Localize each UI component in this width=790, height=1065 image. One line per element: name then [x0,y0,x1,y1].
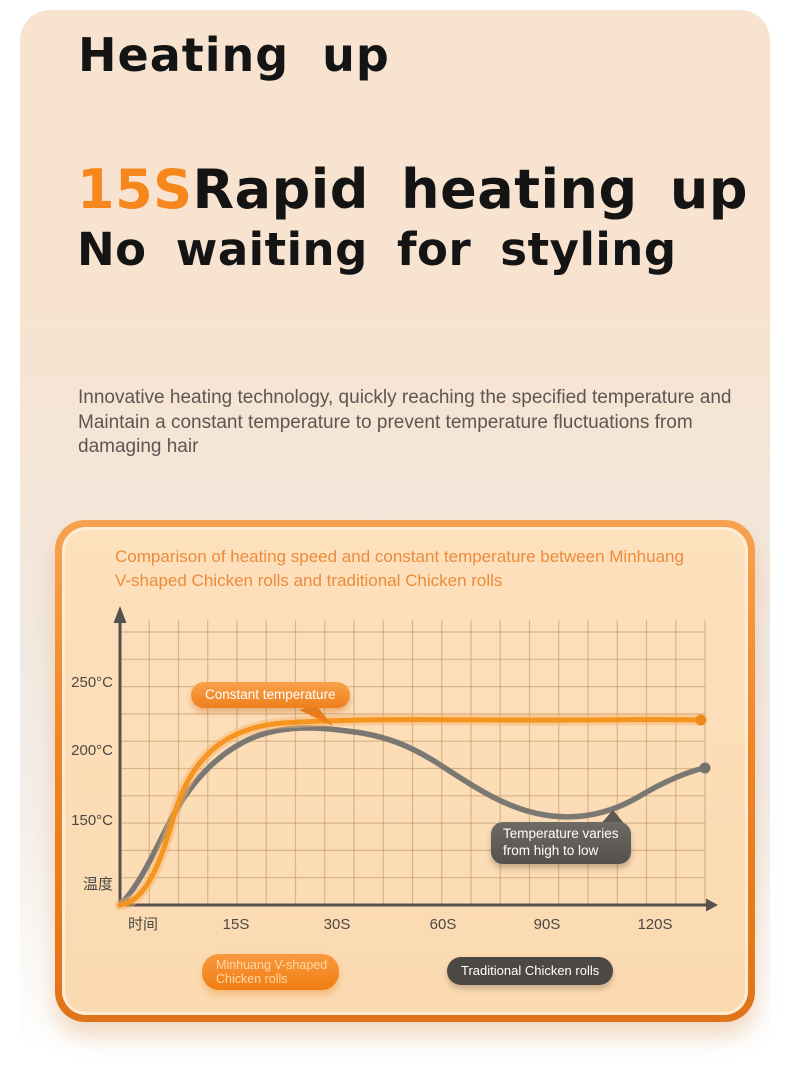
x-tick-15s: 15S [223,916,250,933]
x-tick-120s: 120S [637,916,672,933]
y-tick-250: 250°C [71,674,113,691]
y-tick-200: 200°C [71,742,113,759]
annotation-varies-line: from high to low [503,842,599,858]
headline-highlight: 15S [77,158,193,221]
description-line: damaging hair [78,436,199,457]
chart-card: Comparison of heating speed and constant… [55,520,755,1022]
headline-text: Rapid heating up [192,158,749,221]
y-axis-arrow-icon [113,606,127,623]
legend-traditional-pill: Traditional Chicken rolls [447,957,614,985]
page-title: Heating up [78,28,390,82]
x-tick-90s: 90S [534,916,561,933]
chart-card-background [62,527,748,1015]
y-tick-150: 150°C [71,812,113,829]
description: Innovative heating technology, quickly r… [78,386,738,460]
x-tick-30s: 30S [324,916,351,933]
annotation-constant-temperature: Constant temperature [191,682,350,708]
legend-minhuang-pill: Minhuang V-shaped Chicken rolls [202,954,340,990]
y-axis-label-temperature: 温度 [83,876,113,893]
chart-grid [120,620,706,905]
chart-title-line: V-shaped Chicken rolls and traditional C… [115,571,503,590]
minhuang-endpoint-dot [695,714,707,726]
content-panel: Heating up 15SRapid heating up No waitin… [20,10,770,1055]
legend-minhuang-line: Minhuang V-shaped [216,958,328,972]
x-axis-label-time: 时间 [128,916,158,933]
chart-title-line: Comparison of heating speed and constant… [115,547,684,566]
traditional-endpoint-dot [699,762,711,774]
subheadline: No waiting for styling [77,223,677,276]
x-tick-60s: 60S [430,916,457,933]
temperature-line-chart: 250°C 200°C 150°C 温度 时间 15S 30S 60S 90S … [71,606,718,933]
annotation-varies-line: Temperature varies [503,826,619,841]
minhuang-series-line [117,717,703,908]
x-axis-arrow-icon [706,898,718,912]
annotation-temperature-varies: Temperature varies from high to low [491,822,631,864]
headline: 15SRapid heating up [77,158,748,221]
constant-temperature-callout-tail [299,705,333,726]
description-line: Innovative heating technology, quickly r… [78,387,732,408]
legend-minhuang-line: Chicken rolls [216,972,288,986]
chart-title: Comparison of heating speed and constant… [115,545,725,593]
description-line: Maintain a constant temperature to preve… [78,411,693,433]
